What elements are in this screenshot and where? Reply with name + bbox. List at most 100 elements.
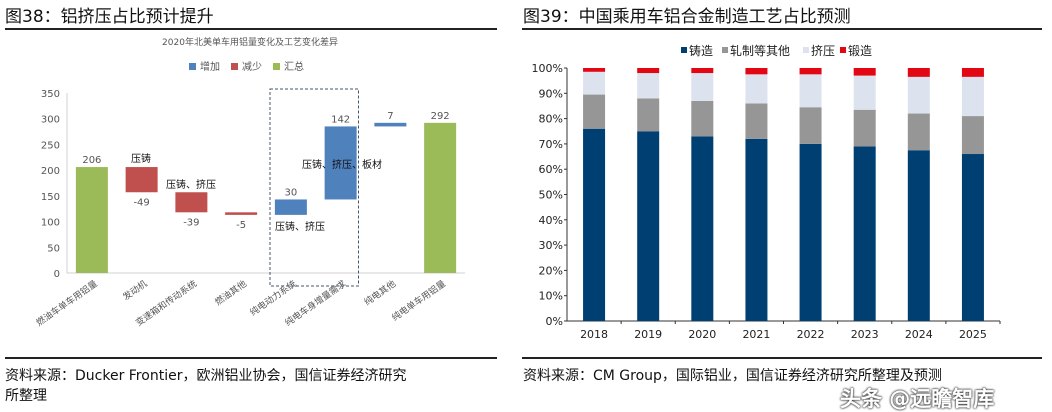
legend-label-2: 汇总 <box>284 60 304 73</box>
y-tick-label: 150 <box>41 192 60 203</box>
waterfall-bar-1 <box>125 167 158 193</box>
bar-2025-0 <box>961 154 984 321</box>
y-tick-label: 0% <box>546 315 563 328</box>
bar-2021-1 <box>745 103 768 139</box>
bar-2021-2 <box>745 74 768 104</box>
category-label-1: 发动机 <box>120 278 149 303</box>
bar-2024-1 <box>907 113 930 151</box>
bar-2018-3 <box>583 68 606 72</box>
bar-2020-2 <box>691 73 714 101</box>
bar-2021-3 <box>745 68 768 75</box>
figure-39-title: 图39：中国乘用车铝合金制造工艺占比预测 <box>523 7 851 27</box>
legend-label-1: 减少 <box>242 61 262 73</box>
title-rule-left <box>5 28 497 30</box>
bar-2023-3 <box>853 68 876 76</box>
bar-2022-2 <box>799 74 822 108</box>
bar-2024-0 <box>907 150 930 321</box>
legend-swatch-2 <box>273 63 280 70</box>
legend-swatch-0 <box>189 63 196 70</box>
bar-2024-2 <box>907 76 930 114</box>
bar-2021-0 <box>745 138 768 321</box>
x-tick-label: 2022 <box>797 328 825 341</box>
y-tick-label: 10% <box>539 290 563 303</box>
footer-rule-left <box>5 357 497 359</box>
y-tick-label: 100% <box>532 62 563 75</box>
annotation-3: 压铸、挤压、板材 <box>302 158 382 171</box>
bar-2023-0 <box>853 146 876 321</box>
data-label-0: 206 <box>82 155 101 166</box>
waterfall-bar-7 <box>424 122 457 273</box>
legend-swatch-1 <box>722 47 728 53</box>
waterfall-bar-5 <box>324 126 357 200</box>
y-tick-label: 350 <box>41 89 60 100</box>
y-tick-label: 300 <box>41 115 60 126</box>
legend-label-3: 锻造 <box>848 44 872 58</box>
bar-2022-0 <box>799 143 822 321</box>
y-tick-label: 30% <box>539 239 563 252</box>
y-tick-label: 80% <box>539 113 563 126</box>
category-label-0: 燃油车单车用铝量 <box>34 278 100 329</box>
legend-swatch-0 <box>681 47 687 53</box>
waterfall-bar-0 <box>75 167 108 273</box>
bar-2020-3 <box>691 68 714 74</box>
figure-38-title: 图38：铝挤压占比预计提升 <box>5 7 214 27</box>
data-label-1: -49 <box>133 197 149 208</box>
bar-2018-1 <box>583 94 606 129</box>
source-left-line1: 资料来源：Ducker Frontier，欧洲铝业协会，国信证券经济研究 <box>5 368 407 384</box>
bar-2023-2 <box>853 75 876 110</box>
waterfall-bar-4 <box>274 199 307 215</box>
data-label-4: 30 <box>285 187 298 198</box>
legend-label-0: 铸造 <box>689 43 713 58</box>
bar-2019-1 <box>637 98 660 132</box>
category-label-6: 纯电其他 <box>362 278 398 308</box>
bar-2022-3 <box>799 68 822 75</box>
bar-2019-0 <box>637 131 660 321</box>
y-tick-label: 250 <box>41 140 60 151</box>
bar-2019-3 <box>637 68 660 74</box>
footer-rule-right <box>522 357 1042 359</box>
y-tick-label: 50 <box>47 243 60 254</box>
source-left: 资料来源：Ducker Frontier，欧洲铝业协会，国信证券经济研究 所整理 <box>5 366 406 406</box>
highlight-box <box>269 88 359 287</box>
bar-2024-3 <box>907 68 930 77</box>
watermark: 头条 @远瞻智库 <box>840 387 995 411</box>
y-tick-label: 70% <box>539 138 563 151</box>
bar-2018-2 <box>583 71 606 95</box>
data-label-2: -39 <box>183 217 199 228</box>
annotation-0: 压铸 <box>131 152 151 165</box>
bar-2022-1 <box>799 107 822 144</box>
bar-2023-1 <box>853 109 876 147</box>
data-label-6: 7 <box>387 111 393 122</box>
data-label-5: 142 <box>331 114 350 125</box>
bar-2019-2 <box>637 73 660 99</box>
data-label-3: -5 <box>236 220 246 231</box>
category-label-4: 纯电动力系统 <box>247 278 298 319</box>
legend-swatch-3 <box>840 47 846 53</box>
y-tick-label: 100 <box>41 218 60 229</box>
bar-2025-3 <box>961 68 984 77</box>
y-tick-label: 200 <box>41 166 60 177</box>
waterfall-bar-6 <box>374 122 407 127</box>
bar-2025-2 <box>961 76 984 117</box>
bar-2020-0 <box>691 136 714 321</box>
x-tick-label: 2020 <box>688 328 716 341</box>
x-tick-label: 2019 <box>634 328 662 341</box>
bar-2025-1 <box>961 116 984 155</box>
data-label-7: 292 <box>431 111 450 122</box>
waterfall-title: 2020年北美单车用铝量变化及工艺变化差异 <box>162 36 338 48</box>
title-rule-right <box>522 28 1042 30</box>
legend-label-0: 增加 <box>200 60 220 73</box>
legend-swatch-1 <box>231 63 238 70</box>
waterfall-bar-3 <box>225 212 258 215</box>
x-tick-label: 2024 <box>905 328 933 341</box>
source-right: 资料来源：CM Group，国际铝业，国信证券经济研究所整理及预测 <box>523 368 942 384</box>
y-tick-label: 0 <box>54 269 60 280</box>
y-tick-label: 40% <box>539 214 563 227</box>
annotation-2: 压铸、挤压 <box>275 220 325 233</box>
category-label-3: 燃油其他 <box>212 278 248 308</box>
legend-label-1: 轧制等其他 <box>730 44 790 58</box>
x-tick-label: 2023 <box>851 328 879 341</box>
x-tick-label: 2021 <box>742 328 770 341</box>
